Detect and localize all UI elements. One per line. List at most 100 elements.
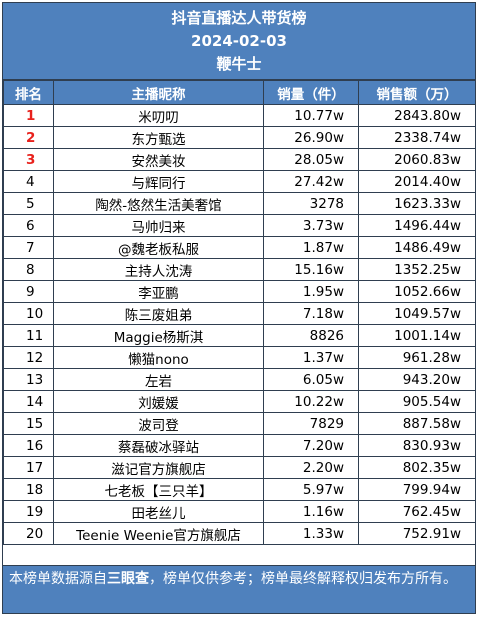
name-cell: 安然美妆 bbox=[53, 148, 264, 171]
name-cell: 东方甄选 bbox=[53, 126, 264, 149]
name-cell: 陶然-悠然生活美奢馆 bbox=[53, 192, 264, 215]
name-cell: 波司登 bbox=[53, 412, 264, 435]
rank-cell: 16 bbox=[3, 434, 54, 457]
table-row: 12 懒猫nono 1.37w 961.28w bbox=[3, 346, 475, 369]
name-cell: 田老丝儿 bbox=[53, 500, 264, 523]
sales-cell: 28.05w bbox=[263, 148, 359, 171]
name-cell: Maggie杨斯淇 bbox=[53, 324, 264, 347]
table-header-row: 排名 主播昵称 销量（件） 销售额（万） bbox=[3, 80, 475, 105]
name-cell: 与辉同行 bbox=[53, 170, 264, 193]
sales-cell: 1.16w bbox=[263, 500, 359, 523]
table-row: 16 蔡磊破冰驿站 7.20w 830.93w bbox=[3, 434, 475, 457]
revenue-cell: 1623.33w bbox=[358, 192, 475, 215]
revenue-cell: 1486.49w bbox=[358, 236, 475, 259]
revenue-cell: 752.91w bbox=[358, 522, 475, 545]
rank-cell: 12 bbox=[3, 346, 54, 369]
name-cell: @魏老板私服 bbox=[53, 236, 264, 259]
sales-cell: 8826 bbox=[263, 324, 359, 347]
revenue-cell: 1496.44w bbox=[358, 214, 475, 237]
table-row: 9 李亚鹏 1.95w 1052.66w bbox=[3, 280, 475, 303]
name-cell: 李亚鹏 bbox=[53, 280, 264, 303]
revenue-cell: 1052.66w bbox=[358, 280, 475, 303]
rank-cell: 15 bbox=[3, 412, 54, 435]
sales-cell: 3.73w bbox=[263, 214, 359, 237]
header: 抖音直播达人带货榜 2024-02-03 鞭牛士 bbox=[3, 3, 475, 80]
column-header-rank: 排名 bbox=[3, 80, 54, 105]
sales-cell: 10.77w bbox=[263, 104, 359, 127]
name-cell: 滋记官方旗舰店 bbox=[53, 456, 264, 479]
name-cell: 蔡磊破冰驿站 bbox=[53, 434, 264, 457]
name-cell: 刘媛媛 bbox=[53, 390, 264, 413]
rank-cell: 19 bbox=[3, 500, 54, 523]
sales-cell: 5.97w bbox=[263, 478, 359, 501]
table-row: 10 陈三废姐弟 7.18w 1049.57w bbox=[3, 302, 475, 325]
table-body: 1 米叨叨 10.77w 2843.80w 2 东方甄选 26.90w 2338.74w 3 安然… bbox=[3, 104, 475, 545]
revenue-cell: 2060.83w bbox=[358, 148, 475, 171]
header-title: 抖音直播达人带货榜 bbox=[171, 9, 307, 27]
ranking-table: 排名 主播昵称 销量（件） 销售额（万） 1 米叨叨 10.77w 2843.80w 2… bbox=[3, 80, 475, 545]
revenue-cell: 905.54w bbox=[358, 390, 475, 413]
rank-cell: 3 bbox=[3, 148, 54, 171]
rank-cell: 1 bbox=[3, 104, 54, 127]
table-row: 14 刘媛媛 10.22w 905.54w bbox=[3, 390, 475, 413]
name-cell: 七老板【三只羊】 bbox=[53, 478, 264, 501]
rank-cell: 6 bbox=[3, 214, 54, 237]
sales-cell: 6.05w bbox=[263, 368, 359, 391]
revenue-cell: 1001.14w bbox=[358, 324, 475, 347]
rank-cell: 7 bbox=[3, 236, 54, 259]
table-row: 15 波司登 7829 887.58w bbox=[3, 412, 475, 435]
sales-cell: 1.87w bbox=[263, 236, 359, 259]
name-cell: 马帅归来 bbox=[53, 214, 264, 237]
revenue-cell: 762.45w bbox=[358, 500, 475, 523]
sales-cell: 7.18w bbox=[263, 302, 359, 325]
rank-cell: 10 bbox=[3, 302, 54, 325]
table-row: 8 主持人沈涛 15.16w 1352.25w bbox=[3, 258, 475, 281]
revenue-cell: 830.93w bbox=[358, 434, 475, 457]
rank-cell: 11 bbox=[3, 324, 54, 347]
name-cell: 懒猫nono bbox=[53, 346, 264, 369]
revenue-cell: 2843.80w bbox=[358, 104, 475, 127]
revenue-cell: 802.35w bbox=[358, 456, 475, 479]
sales-cell: 1.33w bbox=[263, 522, 359, 545]
table-row: 3 安然美妆 28.05w 2060.83w bbox=[3, 148, 475, 171]
revenue-cell: 887.58w bbox=[358, 412, 475, 435]
rank-cell: 18 bbox=[3, 478, 54, 501]
column-header-name: 主播昵称 bbox=[53, 80, 264, 105]
table-row: 18 七老板【三只羊】 5.97w 799.94w bbox=[3, 478, 475, 501]
header-source: 鞭牛士 bbox=[216, 55, 262, 73]
sales-cell: 26.90w bbox=[263, 126, 359, 149]
revenue-cell: 2338.74w bbox=[358, 126, 475, 149]
rank-cell: 17 bbox=[3, 456, 54, 479]
sales-cell: 1.95w bbox=[263, 280, 359, 303]
rank-cell: 14 bbox=[3, 390, 54, 413]
rank-cell: 4 bbox=[3, 170, 54, 193]
rank-cell: 13 bbox=[3, 368, 54, 391]
sales-cell: 3278 bbox=[263, 192, 359, 215]
ranking-sheet: 抖音直播达人带货榜 2024-02-03 鞭牛士 排名 主播昵称 销量（件） 销… bbox=[2, 2, 476, 614]
revenue-cell: 1352.25w bbox=[358, 258, 475, 281]
table-row: 20 Teenie Weenie官方旗舰店 1.33w 752.91w bbox=[3, 522, 475, 545]
table-row: 6 马帅归来 3.73w 1496.44w bbox=[3, 214, 475, 237]
table-row: 1 米叨叨 10.77w 2843.80w bbox=[3, 104, 475, 127]
sales-cell: 15.16w bbox=[263, 258, 359, 281]
revenue-cell: 799.94w bbox=[358, 478, 475, 501]
table-row: 11 Maggie杨斯淇 8826 1001.14w bbox=[3, 324, 475, 347]
column-header-revenue: 销售额（万） bbox=[358, 80, 475, 105]
table-row: 17 滋记官方旗舰店 2.20w 802.35w bbox=[3, 456, 475, 479]
rank-cell: 8 bbox=[3, 258, 54, 281]
footer-note: 本榜单数据源自三眼查，榜单仅供参考；榜单最终解释权归发布方所有。 bbox=[3, 565, 475, 613]
table-row: 19 田老丝儿 1.16w 762.45w bbox=[3, 500, 475, 523]
table-row: 4 与辉同行 27.42w 2014.40w bbox=[3, 170, 475, 193]
table-row: 2 东方甄选 26.90w 2338.74w bbox=[3, 126, 475, 149]
rank-cell: 2 bbox=[3, 126, 54, 149]
revenue-cell: 1049.57w bbox=[358, 302, 475, 325]
name-cell: 陈三废姐弟 bbox=[53, 302, 264, 325]
table-row: 5 陶然-悠然生活美奢馆 3278 1623.33w bbox=[3, 192, 475, 215]
rank-cell: 9 bbox=[3, 280, 54, 303]
sales-cell: 1.37w bbox=[263, 346, 359, 369]
revenue-cell: 943.20w bbox=[358, 368, 475, 391]
sales-cell: 27.42w bbox=[263, 170, 359, 193]
table-row: 13 左岩 6.05w 943.20w bbox=[3, 368, 475, 391]
name-cell: 米叨叨 bbox=[53, 104, 264, 127]
table-row: 7 @魏老板私服 1.87w 1486.49w bbox=[3, 236, 475, 259]
